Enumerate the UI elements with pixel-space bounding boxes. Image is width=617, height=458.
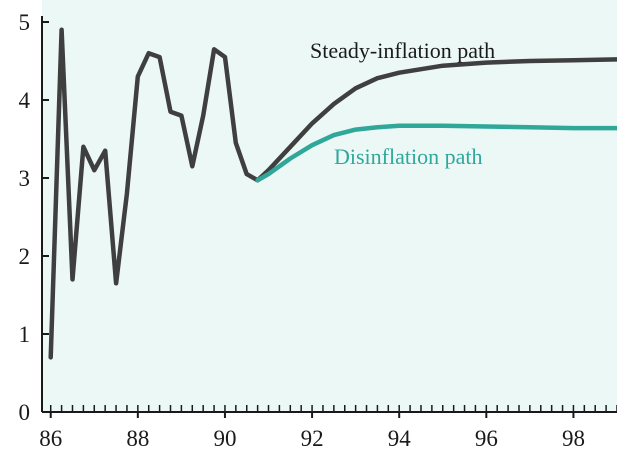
y-tick-label: 3 — [19, 166, 31, 191]
x-tick-label: 92 — [301, 426, 324, 451]
x-tick-label: 96 — [475, 426, 498, 451]
y-tick-label: 4 — [19, 88, 31, 113]
x-tick-label: 88 — [126, 426, 149, 451]
y-tick-label: 5 — [19, 10, 31, 35]
x-tick-label: 98 — [562, 426, 585, 451]
y-tick-label: 1 — [19, 322, 31, 347]
x-tick-label: 90 — [213, 426, 236, 451]
series-label-steady-inflation: Steady-inflation path — [310, 38, 495, 63]
x-tick-label: 86 — [39, 426, 62, 451]
x-tick-label: 94 — [388, 426, 412, 451]
y-tick-label: 2 — [19, 244, 31, 269]
y-tick-label: 0 — [19, 400, 31, 425]
series-label-disinflation: Disinflation path — [334, 144, 482, 169]
